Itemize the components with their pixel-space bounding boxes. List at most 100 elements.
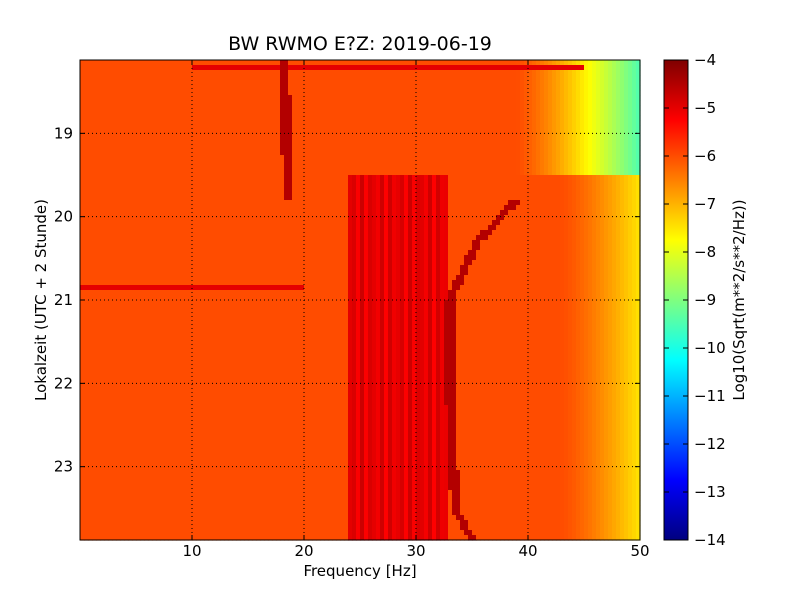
heatmap-cell — [580, 170, 585, 176]
heatmap-cell — [244, 235, 249, 241]
heatmap-cell — [248, 70, 253, 76]
heatmap-cell — [580, 225, 585, 231]
heatmap-cell — [560, 180, 565, 186]
heatmap-cell — [96, 180, 101, 186]
heatmap-cell — [196, 105, 201, 111]
heatmap-cell — [136, 95, 141, 101]
heatmap-cell — [228, 200, 233, 206]
heatmap-cell — [436, 85, 441, 91]
heatmap-cell — [308, 155, 313, 161]
heatmap-cell — [132, 125, 137, 131]
heatmap-cell — [520, 115, 525, 121]
heatmap-cell — [400, 155, 405, 161]
heatmap-cell — [416, 205, 421, 211]
heatmap-cell — [508, 220, 513, 226]
heatmap-cell — [456, 195, 461, 201]
heatmap-cell — [88, 195, 93, 201]
heatmap-cell — [112, 125, 117, 131]
heatmap-cell — [412, 150, 417, 156]
heatmap-cell — [288, 155, 293, 161]
heatmap-cell — [192, 175, 197, 181]
heatmap-cell — [300, 75, 305, 81]
heatmap-cell — [304, 100, 309, 106]
heatmap-cell — [164, 125, 169, 131]
heatmap-cell — [520, 145, 525, 151]
heatmap-cell — [184, 120, 189, 126]
heatmap-cell — [632, 220, 637, 226]
heatmap-cell — [556, 145, 561, 151]
heatmap-cell — [88, 105, 93, 111]
heatmap-cell — [284, 100, 289, 106]
heatmap-cell — [116, 75, 121, 81]
heatmap-cell — [324, 210, 329, 216]
heatmap-cell — [264, 95, 269, 101]
heatmap-cell — [100, 180, 105, 186]
heatmap-cell — [392, 110, 397, 116]
heatmap-cell — [508, 175, 513, 181]
heatmap-cell — [280, 75, 285, 81]
heatmap-cell — [572, 80, 577, 86]
heatmap-cell — [332, 150, 337, 156]
heatmap-cell — [220, 155, 225, 161]
heatmap-cell — [344, 220, 349, 226]
heatmap-cell — [384, 160, 389, 166]
heatmap-cell — [236, 105, 241, 111]
heatmap-cell — [140, 210, 145, 216]
heatmap-cell — [304, 75, 309, 81]
heatmap-cell — [204, 190, 209, 196]
heatmap-cell — [380, 160, 385, 166]
heatmap-cell — [404, 140, 409, 146]
heatmap-cell — [132, 140, 137, 146]
heatmap-cell — [168, 135, 173, 141]
heatmap-cell — [636, 220, 641, 226]
heatmap-cell — [564, 210, 569, 216]
heatmap-cell — [276, 100, 281, 106]
heatmap-cell — [472, 80, 477, 86]
heatmap-cell — [588, 170, 593, 176]
heatmap-cell — [440, 145, 445, 151]
heatmap-cell — [556, 130, 561, 136]
heatmap-cell — [112, 170, 117, 176]
heatmap-cell — [212, 90, 217, 96]
heatmap-cell — [156, 60, 161, 66]
heatmap-cell — [560, 110, 565, 116]
heatmap-cell — [588, 215, 593, 221]
heatmap-cell — [580, 150, 585, 156]
heatmap-cell — [356, 115, 361, 121]
heatmap-cell — [384, 75, 389, 81]
heatmap-cell — [452, 90, 457, 96]
heatmap-cell — [580, 155, 585, 161]
heatmap-cell — [508, 200, 513, 206]
heatmap-cell — [332, 175, 337, 181]
heatmap-cell — [248, 215, 253, 221]
heatmap-cell — [440, 140, 445, 146]
heatmap-cell — [380, 150, 385, 156]
heatmap-cell — [248, 135, 253, 141]
heatmap-cell — [380, 200, 385, 206]
heatmap-cell — [412, 190, 417, 196]
heatmap-cell — [384, 140, 389, 146]
heatmap-cell — [180, 135, 185, 141]
heatmap-cell — [564, 185, 569, 191]
heatmap-cell — [476, 110, 481, 116]
heatmap-cell — [568, 210, 573, 216]
heatmap-cell — [132, 100, 137, 106]
heatmap-cell — [204, 135, 209, 141]
heatmap-cell — [632, 135, 637, 141]
heatmap-cell — [160, 70, 165, 76]
heatmap-cell — [532, 190, 537, 196]
heatmap-cell — [444, 190, 449, 196]
heatmap-cell — [80, 220, 85, 226]
heatmap-cell — [584, 140, 589, 146]
heatmap-cell — [396, 160, 401, 166]
heatmap-cell — [272, 160, 277, 166]
heatmap-cell — [384, 155, 389, 161]
heatmap-cell — [280, 65, 285, 71]
heatmap-cell — [456, 205, 461, 211]
heatmap-cell — [276, 145, 281, 151]
heatmap-cell — [332, 170, 337, 176]
heatmap-cell — [512, 200, 517, 206]
heatmap-cell — [188, 135, 193, 141]
heatmap-cell — [512, 210, 517, 216]
heatmap-cell — [308, 210, 313, 216]
